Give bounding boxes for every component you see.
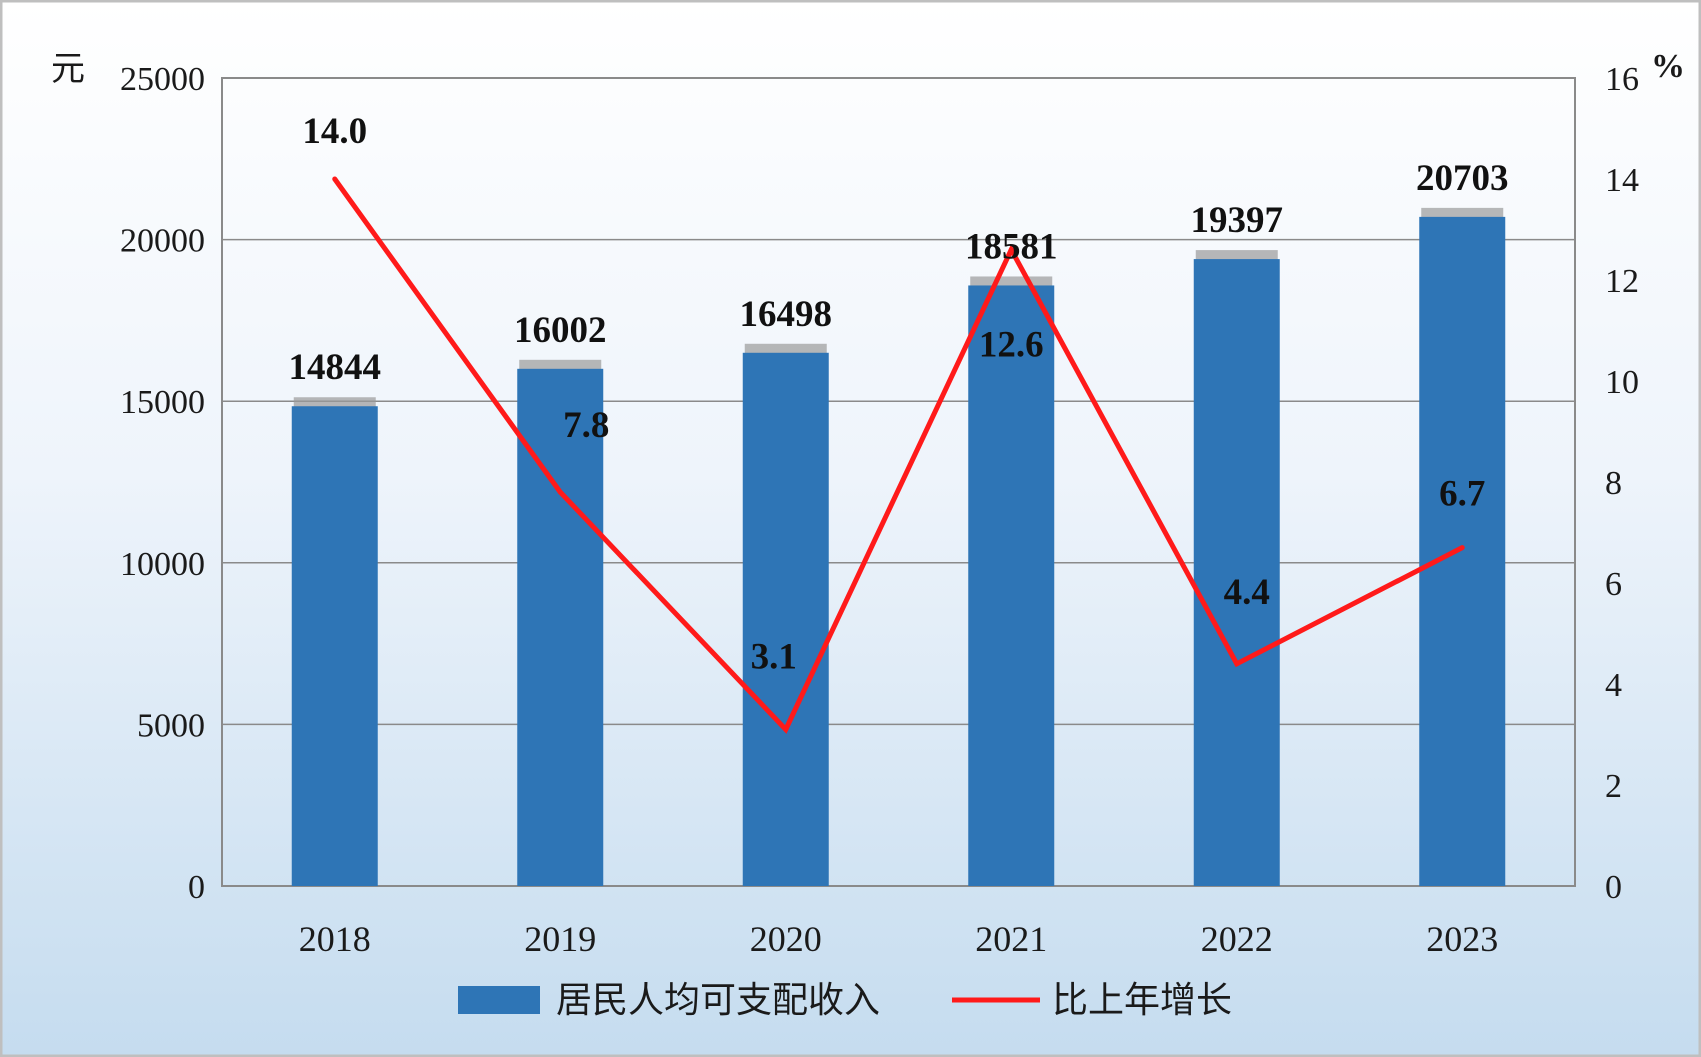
bar-value-label: 19397 [1191, 200, 1284, 241]
left-tick-label: 20000 [120, 223, 205, 260]
line-value-label: 3.1 [751, 636, 797, 677]
right-axis-unit: % [1651, 48, 1685, 85]
x-axis-ticks: 2018 2019 2020 2021 2022 2023 [299, 919, 1499, 959]
bar-value-label: 16002 [514, 310, 607, 351]
growth-point-2019 [557, 489, 563, 495]
bar-2023 [1419, 216, 1506, 887]
bar-value-label: 14844 [289, 347, 382, 388]
bar-2022 [1193, 259, 1280, 886]
x-tick-label: 2021 [975, 919, 1047, 959]
bar-top-shadow [970, 276, 1053, 287]
bar-top-shadow [744, 343, 827, 354]
x-tick-label: 2019 [524, 919, 596, 959]
bar-2018 [291, 406, 378, 886]
right-tick-label: 8 [1605, 465, 1622, 502]
left-axis-ticks: 0 5000 10000 15000 20000 25000 [120, 61, 205, 906]
right-tick-label: 14 [1605, 162, 1639, 199]
right-tick-label: 12 [1605, 263, 1639, 300]
line-value-label: 6.7 [1439, 474, 1485, 515]
growth-point-2018 [332, 176, 338, 182]
grid-lines [222, 238, 1575, 726]
right-tick-label: 6 [1605, 566, 1622, 603]
line-value-label: 7.8 [563, 405, 609, 446]
bar-top-shadow [519, 359, 602, 370]
right-tick-label: 2 [1605, 768, 1622, 805]
growth-point-2020 [783, 726, 789, 732]
right-tick-label: 0 [1605, 869, 1622, 906]
line-series [332, 176, 1465, 734]
bar-2021 [968, 285, 1055, 887]
x-tick-label: 2022 [1201, 919, 1273, 959]
x-tick-label: 2020 [750, 919, 822, 959]
right-tick-label: 4 [1605, 667, 1622, 704]
x-tick-label: 2018 [299, 919, 371, 959]
bar-top-shadow [1421, 207, 1504, 218]
right-tick-label: 16 [1605, 61, 1639, 98]
left-tick-label: 0 [188, 869, 205, 906]
growth-line [332, 177, 1464, 734]
left-axis-unit: 元 [51, 51, 85, 88]
line-value-label: 14.0 [302, 111, 367, 152]
line-value-label: 4.4 [1224, 572, 1270, 613]
line-data-labels: 14.0 7.8 3.1 12.6 4.4 6.7 [302, 111, 1485, 677]
growth-point-2023 [1459, 545, 1465, 551]
bar-value-label: 16498 [740, 294, 833, 335]
legend: 居民人均可支配收入 比上年增长 [458, 980, 1232, 1020]
left-tick-label: 25000 [120, 61, 205, 98]
left-tick-label: 5000 [137, 707, 205, 744]
bar-top-shadow [293, 397, 376, 408]
bar-value-label: 18581 [965, 226, 1058, 267]
right-axis-ticks: 0 2 4 6 8 10 12 14 16 [1605, 61, 1639, 906]
growth-point-2022 [1234, 661, 1240, 667]
left-tick-label: 10000 [120, 546, 205, 583]
line-value-label: 12.6 [979, 325, 1044, 366]
bar-top-shadow [1195, 250, 1278, 261]
legend-bar-swatch [458, 986, 540, 1014]
bar-data-labels: 14844 16002 16498 18581 19397 20703 [289, 158, 1509, 388]
right-tick-label: 10 [1605, 364, 1639, 401]
legend-line-label: 比上年增长 [1052, 980, 1232, 1020]
legend-bar-label: 居民人均可支配收入 [556, 980, 880, 1020]
left-tick-label: 15000 [120, 384, 205, 421]
growth-point-2021 [1008, 247, 1014, 253]
bar-2020 [742, 352, 829, 886]
plot-area [221, 77, 1576, 887]
bar-value-label: 20703 [1416, 158, 1509, 199]
x-tick-label: 2023 [1426, 919, 1498, 959]
